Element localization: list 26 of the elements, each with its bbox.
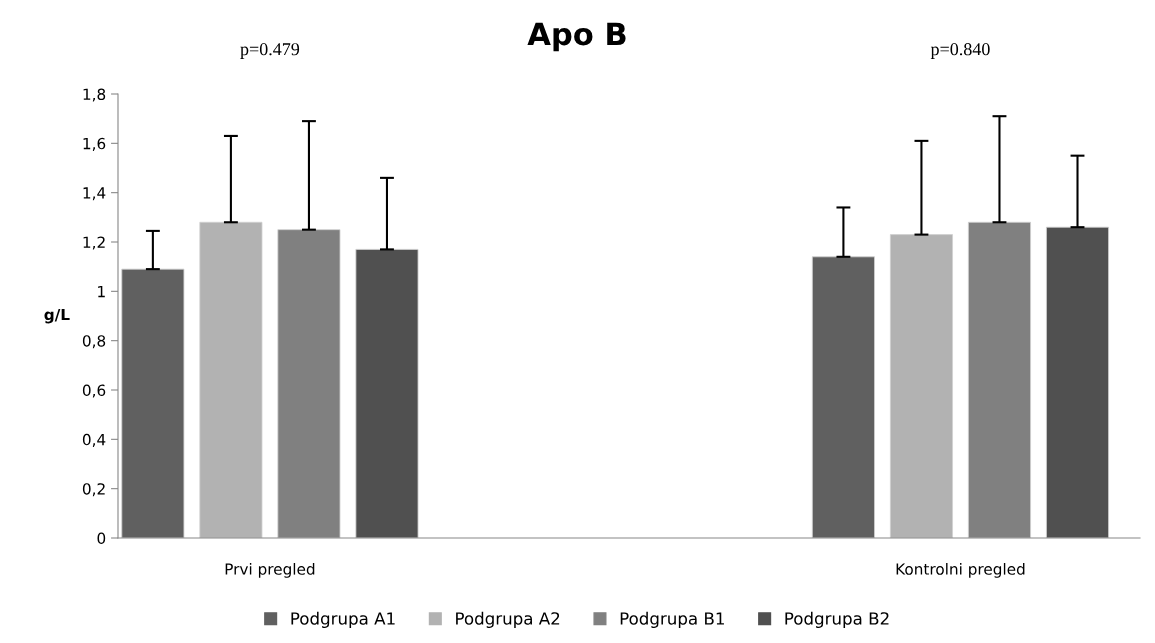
text: p=0.840 [930, 43, 990, 59]
y-axis-title: g/L [44, 308, 70, 324]
bar [121, 268, 185, 538]
legend-label: Podgrupa A1 [291, 611, 395, 628]
legend-label: Podgrupa B2 [785, 611, 889, 628]
bar [1046, 226, 1109, 538]
bar [889, 234, 953, 538]
y-tick-label: 0,6 [82, 384, 106, 398]
y-tick-label: 1 [98, 286, 105, 298]
y-tick-label: 1,8 [83, 88, 106, 102]
legend-label: Podgrupa A2 [456, 611, 560, 628]
legend-label: Podgrupa B1 [620, 611, 724, 628]
x-tick-label: Kontrolni pregled [896, 563, 1025, 578]
chart-title: Apo B [527, 22, 626, 52]
y-tick-label: 1,6 [83, 137, 106, 151]
bar [355, 248, 419, 538]
bar [811, 256, 875, 538]
bar [199, 221, 263, 538]
y-tick-label: 1,2 [83, 236, 105, 250]
y-tick-label: 1,4 [83, 187, 106, 201]
y-tick-label: 0,2 [82, 483, 105, 497]
y-tick-label: 0,8 [82, 335, 106, 349]
x-tick-label: Prvi pregled [225, 563, 315, 578]
y-tick-label: 0 [97, 532, 106, 545]
text: p=0.479 [240, 43, 300, 59]
y-tick-label: 0,4 [82, 433, 106, 447]
